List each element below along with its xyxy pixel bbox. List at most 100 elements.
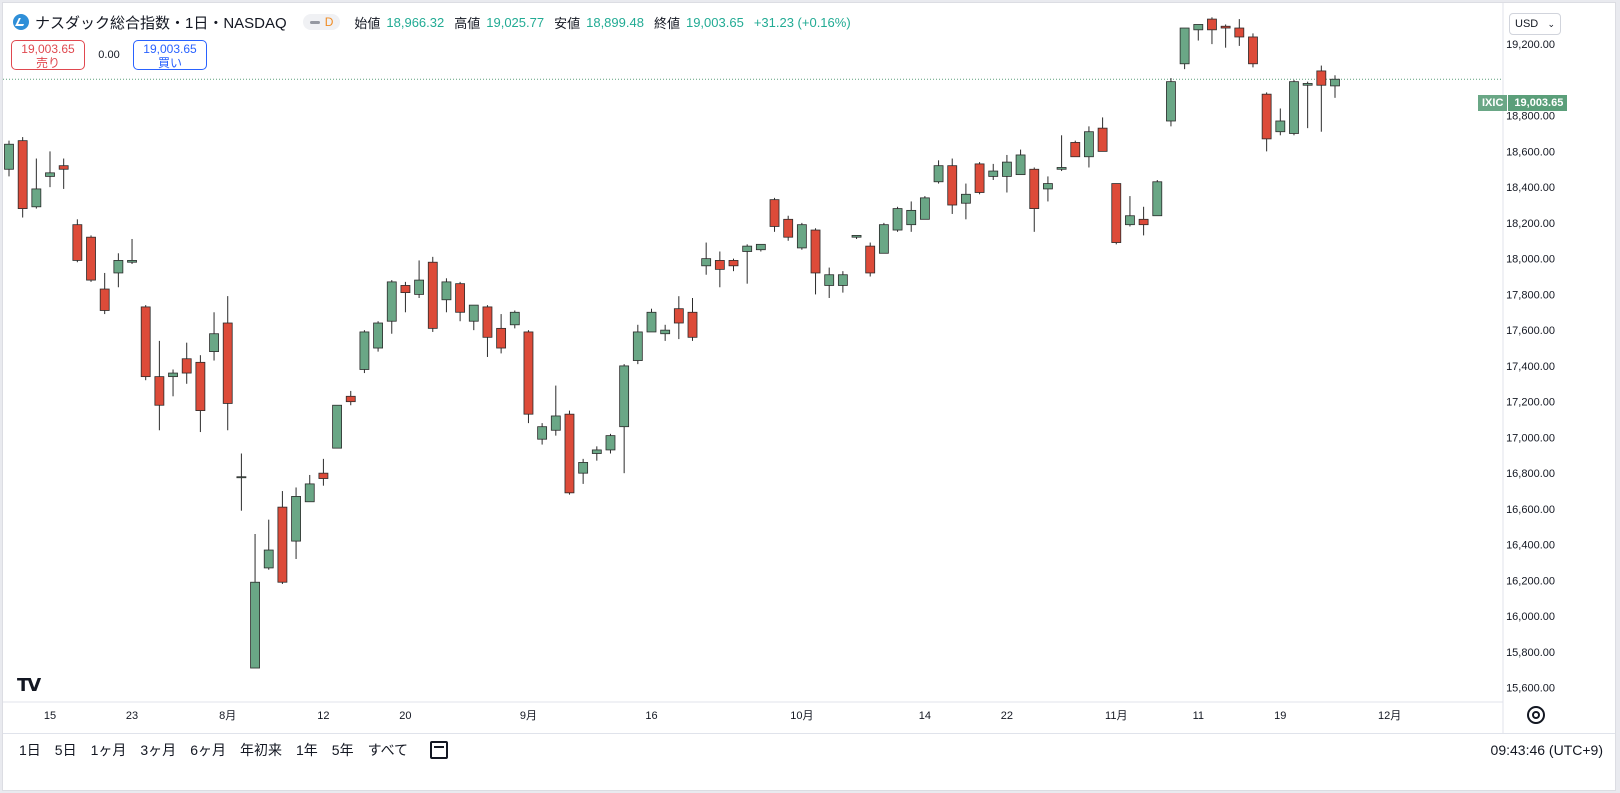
candle-down <box>714 251 725 288</box>
range-1m[interactable]: 1ヶ月 <box>90 742 127 758</box>
candle-body <box>824 274 835 286</box>
candle-body <box>632 331 643 361</box>
x-tick-label: 10月 <box>790 710 813 722</box>
candle-up <box>906 201 917 232</box>
candle-body <box>168 372 178 378</box>
sell-price: 19,003.65 <box>21 42 75 56</box>
candle-body <box>509 311 520 326</box>
y-tick-label: 16,400.00 <box>1506 540 1555 552</box>
candle-down <box>1234 19 1245 46</box>
candle-down <box>1029 167 1040 232</box>
currency-select[interactable]: USD ⌄ <box>1509 13 1561 35</box>
candle-body <box>31 188 42 208</box>
range-1y[interactable]: 1年 <box>295 742 318 758</box>
candle-body <box>523 331 534 415</box>
time-axis[interactable]: 15 23 8月 12 20 9月 16 10月 14 22 11月 11 19 12月 <box>44 710 1401 722</box>
candle-body <box>974 163 985 193</box>
candle-body <box>181 358 192 374</box>
candle-down <box>523 330 534 424</box>
interval-badge[interactable]: D <box>302 14 341 30</box>
interval-label: D <box>324 15 334 29</box>
open-value: 18,966.32 <box>386 14 445 30</box>
calendar-icon[interactable] <box>430 741 449 759</box>
candle-up <box>1084 126 1094 168</box>
candle-up <box>250 533 260 669</box>
candle-body <box>17 140 28 209</box>
candle-down <box>1261 92 1272 152</box>
change-value: +31.23 (+0.16%) <box>753 14 851 30</box>
candle-body <box>332 404 342 449</box>
candle-body <box>537 426 548 440</box>
range-1d[interactable]: 1日 <box>19 742 41 758</box>
candle-body <box>660 329 671 335</box>
candle-up <box>1166 78 1176 127</box>
candle-up <box>1125 196 1135 227</box>
range-all[interactable]: すべて <box>367 742 409 758</box>
candle-down <box>728 258 739 272</box>
candle-body <box>496 327 507 349</box>
price-chart[interactable]: 15,600.00 15,800.00 16,000.00 16,200.00 16,4… <box>3 3 1616 733</box>
candle-down <box>17 137 28 218</box>
candle-up <box>961 183 971 220</box>
x-tick-label: 16 <box>645 710 657 722</box>
candle-up <box>1152 179 1163 217</box>
candle-body <box>810 229 821 274</box>
candle-down <box>1220 24 1231 48</box>
candle-down <box>195 355 206 433</box>
candle-body <box>933 165 944 183</box>
candle-up <box>988 163 999 180</box>
candle-body <box>919 197 930 220</box>
candle-up <box>919 196 930 220</box>
sell-button[interactable]: 19,003.65 売り <box>11 40 85 70</box>
candle-up <box>45 151 55 188</box>
candle-down <box>277 491 288 585</box>
candle-up <box>578 458 589 484</box>
price-axis[interactable]: 15,600.00 15,800.00 16,000.00 16,200.00 16,4… <box>1506 39 1555 695</box>
candle-body <box>1015 154 1026 176</box>
candle-body <box>1207 18 1217 31</box>
symbol-title[interactable]: ナスダック総合指数・1日・NASDAQ <box>35 14 287 32</box>
candle-body <box>209 333 219 353</box>
chevron-down-icon: ⌄ <box>1547 18 1555 29</box>
candle-up <box>837 271 848 293</box>
axis-settings-icon[interactable] <box>1527 706 1545 724</box>
candle-down <box>345 390 356 406</box>
candle-up <box>892 206 903 232</box>
range-ytd[interactable]: 年初来 <box>239 742 282 758</box>
last-price-value: 19,003.65 <box>1508 95 1568 111</box>
candle-down <box>222 296 233 431</box>
candle-up <box>851 235 862 239</box>
range-5d[interactable]: 5日 <box>54 742 77 758</box>
candle-up <box>591 446 602 461</box>
candle-body <box>892 208 903 231</box>
range-6m[interactable]: 6ヶ月 <box>190 742 226 758</box>
candle-up <box>304 474 315 503</box>
candle-body <box>755 243 766 251</box>
y-tick-label: 15,600.00 <box>1506 683 1555 695</box>
candle-body <box>373 322 383 349</box>
trade-buttons: 19,003.65 売り 0.00 19,003.65 買い <box>11 40 207 70</box>
range-3m[interactable]: 3ヶ月 <box>140 742 177 758</box>
candle-body <box>1261 93 1272 140</box>
range-5y[interactable]: 5年 <box>331 742 354 758</box>
candle-up <box>701 242 712 275</box>
candle-down <box>496 314 507 354</box>
candle-body <box>591 449 602 454</box>
candle-body <box>1193 24 1204 31</box>
candle-body <box>99 288 110 311</box>
candle-down <box>810 228 821 295</box>
candle-body <box>728 260 739 267</box>
candle-body <box>345 395 356 403</box>
candle-body <box>1179 27 1190 65</box>
tradingview-logo-icon[interactable]: TV <box>17 675 41 696</box>
candle-up <box>127 238 137 265</box>
timezone-clock[interactable]: 09:43:46 (UTC+9) <box>1490 742 1603 758</box>
candle-up <box>1275 108 1286 136</box>
candle-down <box>564 410 575 495</box>
y-tick-label: 17,000.00 <box>1506 432 1555 444</box>
y-tick-label: 19,200.00 <box>1506 39 1555 51</box>
buy-button[interactable]: 19,003.65 買い <box>133 40 207 70</box>
candle-body <box>605 435 616 451</box>
candle-up <box>878 222 889 254</box>
